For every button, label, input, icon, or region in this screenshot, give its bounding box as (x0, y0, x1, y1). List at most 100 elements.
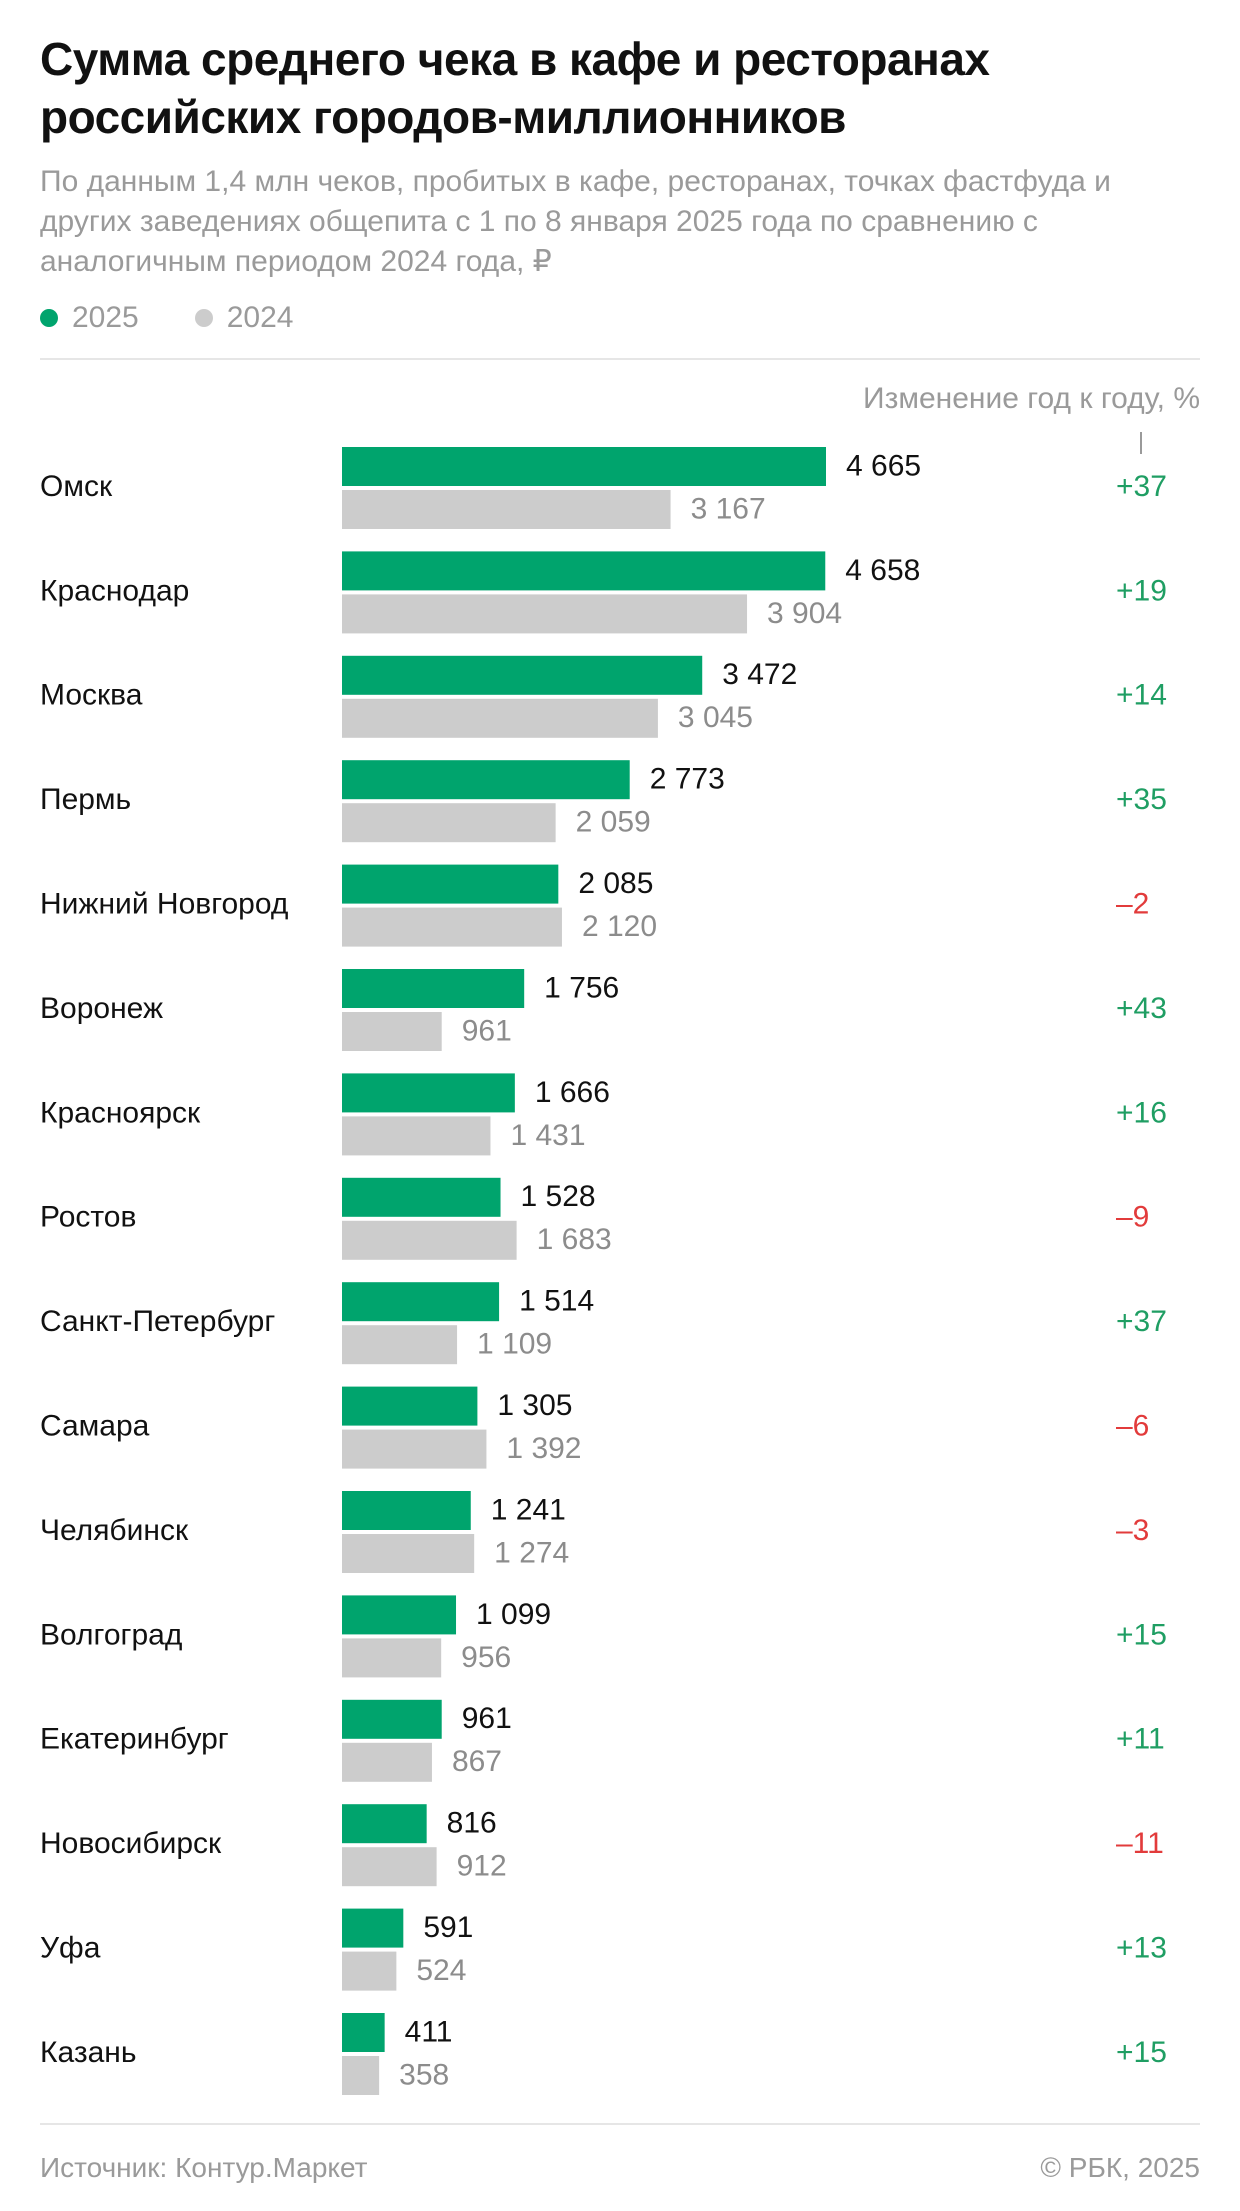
value-label-2025-row-9: 1 514 (519, 1285, 594, 1318)
legend-marker-2024 (194, 309, 213, 327)
value-label-2025-row-8: 1 528 (521, 1180, 596, 1213)
bar-2025-row-2 (342, 551, 826, 591)
bar-2024-row-12 (342, 1638, 442, 1678)
change-label-row-2: +19 (1116, 574, 1167, 607)
copyright-note: © РБК, 2025 (1040, 2152, 1200, 2183)
bar-2024-row-11 (342, 1534, 475, 1573)
category-label-row-14: Новосибирск (40, 1827, 222, 1860)
bar-2025-row-1 (342, 447, 826, 486)
value-label-2024-row-13: 867 (452, 1745, 502, 1778)
value-label-2025-row-15: 591 (423, 1911, 473, 1944)
bar-2025-row-9 (342, 1282, 500, 1322)
bar-2024-row-13 (342, 1742, 432, 1782)
category-label-row-13: Екатеринбург (40, 1723, 229, 1756)
change-label-row-6: +43 (1116, 992, 1167, 1025)
category-label-row-10: Самара (40, 1410, 150, 1443)
value-label-2024-row-2: 3 904 (767, 597, 842, 630)
value-label-2025-row-7: 1 666 (535, 1076, 610, 1109)
value-label-2025-row-13: 961 (462, 1702, 512, 1735)
bar-2024-row-2 (342, 594, 748, 634)
category-label-row-4: Пермь (40, 783, 131, 816)
bar-2024-row-10 (342, 1429, 487, 1469)
value-label-2025-row-14: 816 (447, 1807, 497, 1840)
value-label-2025-row-10: 1 305 (497, 1389, 572, 1422)
legend-item-2025: 2025 (40, 301, 139, 335)
change-label-row-4: +35 (1116, 783, 1167, 816)
source-note: Источник: Контур.Маркет (40, 2152, 368, 2183)
category-label-row-15: Уфа (40, 1932, 101, 1965)
change-label-row-9: +37 (1116, 1305, 1167, 1338)
value-label-2025-row-4: 2 773 (650, 763, 725, 796)
chart-subtitle: По данным 1,4 млн чеков, пробитых в кафе… (40, 165, 1111, 278)
change-label-row-16: +15 (1116, 2036, 1167, 2069)
bar-2025-row-6 (342, 969, 525, 1008)
change-label-row-13: +11 (1116, 1723, 1165, 1756)
legend: 2025 2024 (40, 298, 350, 338)
value-label-2024-row-4: 2 059 (576, 806, 651, 839)
bar-2025-row-14 (342, 1804, 427, 1844)
value-label-2025-row-16: 411 (405, 2015, 453, 2048)
bar-2024-row-14 (342, 1847, 437, 1887)
change-label-row-15: +13 (1116, 1932, 1167, 1965)
category-label-row-5: Нижний Новгород (40, 888, 288, 921)
bar-2024-row-8 (342, 1220, 517, 1260)
bar-2024-row-16 (342, 2056, 380, 2095)
bar-2024-row-1 (342, 490, 671, 529)
value-label-2025-row-12: 1 099 (476, 1598, 551, 1631)
value-label-2024-row-3: 3 045 (678, 701, 753, 734)
value-label-2025-row-2: 4 658 (845, 554, 920, 587)
category-label-row-2: Краснодар (40, 574, 189, 607)
bar-2025-row-7 (342, 1073, 515, 1113)
value-label-2024-row-11: 1 274 (494, 1536, 569, 1569)
change-label-row-14: –11 (1116, 1827, 1164, 1860)
bar-2024-row-6 (342, 1012, 442, 1051)
change-label-row-5: –2 (1116, 888, 1149, 921)
value-label-2024-row-15: 524 (416, 1954, 466, 1987)
bar-2025-row-5 (342, 864, 559, 904)
bar-2025-row-4 (342, 760, 630, 800)
value-label-2025-row-3: 3 472 (722, 658, 797, 691)
change-label-row-3: +14 (1116, 679, 1167, 712)
value-label-2025-row-11: 1 241 (491, 1493, 566, 1526)
category-label-row-7: Красноярск (40, 1096, 201, 1129)
value-label-2024-row-1: 3 167 (691, 492, 766, 525)
category-label-row-16: Казань (40, 2036, 136, 2069)
change-column-tick (1140, 432, 1142, 454)
category-label-row-3: Москва (40, 679, 143, 712)
change-label-row-8: –9 (1116, 1201, 1149, 1234)
change-label-row-12: +15 (1116, 1618, 1167, 1651)
value-label-2025-row-5: 2 085 (578, 867, 653, 900)
bottom-divider (40, 2123, 1200, 2125)
bar-2025-row-3 (342, 655, 703, 695)
bar-2024-row-4 (342, 803, 556, 843)
bar-2025-row-15 (342, 1908, 404, 1948)
bar-2024-row-9 (342, 1325, 458, 1365)
value-label-2024-row-12: 956 (461, 1641, 511, 1674)
bar-2025-row-10 (342, 1386, 478, 1426)
bar-2025-row-16 (342, 2013, 385, 2052)
value-label-2025-row-1: 4 665 (846, 449, 921, 482)
category-label-row-11: Челябинск (40, 1514, 189, 1547)
change-column-header: Изменение год к году, % (863, 382, 1200, 415)
value-label-2024-row-6: 961 (462, 1014, 512, 1047)
value-label-2024-row-5: 2 120 (582, 910, 657, 943)
change-label-row-1: +37 (1116, 470, 1167, 503)
bar-2025-row-8 (342, 1177, 501, 1217)
legend-item-2024: 2024 (194, 301, 294, 335)
chart-title: Сумма среднего чека в кафе и ресторанах … (40, 33, 990, 143)
change-label-row-10: –6 (1116, 1410, 1149, 1443)
category-label-row-6: Воронеж (40, 992, 163, 1025)
value-label-2024-row-8: 1 683 (537, 1223, 612, 1256)
category-label-row-9: Санкт-Петербург (40, 1305, 275, 1338)
top-divider (40, 358, 1200, 360)
value-label-2025-row-6: 1 756 (544, 971, 619, 1004)
value-label-2024-row-7: 1 431 (510, 1119, 585, 1152)
value-label-2024-row-10: 1 392 (506, 1432, 581, 1465)
value-label-2024-row-9: 1 109 (477, 1328, 552, 1361)
category-label-row-1: Омск (40, 470, 113, 503)
category-label-row-12: Волгоград (40, 1618, 182, 1651)
value-label-2024-row-14: 912 (457, 1850, 507, 1883)
change-label-row-7: +16 (1116, 1096, 1167, 1129)
legend-marker-2025 (40, 309, 58, 327)
